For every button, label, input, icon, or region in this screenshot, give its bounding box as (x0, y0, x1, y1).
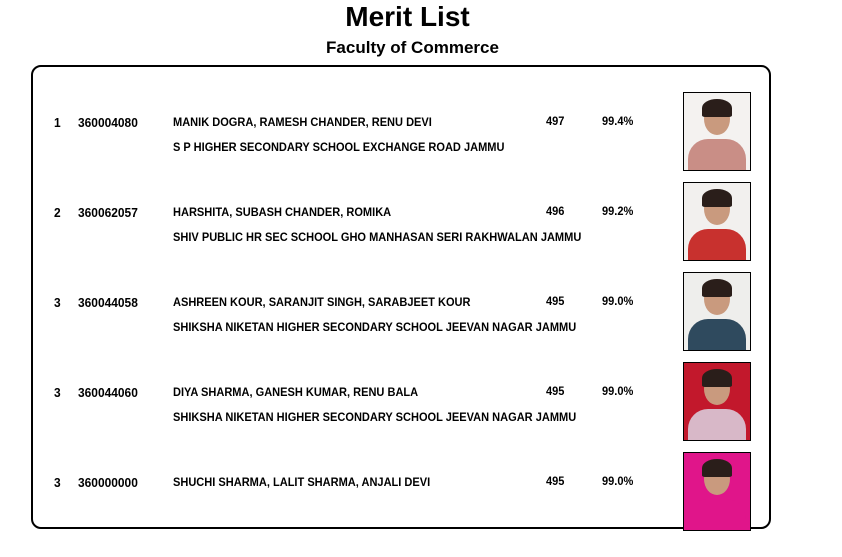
roll-number: 360044058 (78, 295, 138, 310)
student-name: SHUCHI SHARMA, LALIT SHARMA, ANJALI DEVI (173, 475, 431, 489)
merit-list-row: 2 360062057 HARSHITA, SUBASH CHANDER, ROMI… (0, 182, 842, 287)
marks-obtained: 496 (546, 204, 565, 218)
student-photo (683, 452, 751, 531)
merit-list-row: 1 360004080 MANIK DOGRA, RAMESH CHANDER, R… (0, 92, 842, 197)
marks-obtained: 495 (546, 294, 565, 308)
student-photo (683, 182, 751, 261)
roll-number: 360062057 (78, 205, 138, 220)
student-name: HARSHITA, SUBASH CHANDER, ROMIKA (173, 205, 392, 219)
merit-list-row: 3 360000000 SHUCHI SHARMA, LALIT SHARMA, A… (0, 452, 842, 557)
student-photo (683, 362, 751, 441)
rank-number: 3 (54, 295, 61, 310)
percentage: 99.2% (602, 204, 634, 218)
marks-obtained: 495 (546, 384, 565, 398)
percentage: 99.4% (602, 114, 634, 128)
rank-number: 1 (54, 115, 61, 130)
rank-number: 2 (54, 205, 61, 220)
student-name: ASHREEN KOUR, SARANJIT SINGH, SARABJEET … (173, 295, 471, 309)
school-name: SHIKSHA NIKETAN HIGHER SECONDARY SCHOOL … (173, 410, 577, 424)
rank-number: 3 (54, 475, 61, 490)
roll-number: 360004080 (78, 115, 138, 130)
school-name: SHIKSHA NIKETAN HIGHER SECONDARY SCHOOL … (173, 320, 577, 334)
percentage: 99.0% (602, 474, 634, 488)
student-photo (683, 272, 751, 351)
student-photo (683, 92, 751, 171)
student-name: MANIK DOGRA, RAMESH CHANDER, RENU DEVI (173, 115, 432, 129)
rank-number: 3 (54, 385, 61, 400)
merit-list-row: 3 360044058 ASHREEN KOUR, SARANJIT SINGH, … (0, 272, 842, 377)
percentage: 99.0% (602, 294, 634, 308)
roll-number: 360044060 (78, 385, 138, 400)
merit-list-row: 3 360044060 DIYA SHARMA, GANESH KUMAR, REN… (0, 362, 842, 467)
marks-obtained: 495 (546, 474, 565, 488)
student-name: DIYA SHARMA, GANESH KUMAR, RENU BALA (173, 385, 419, 399)
page-subtitle: Faculty of Commerce (326, 38, 499, 57)
school-name: S P HIGHER SECONDARY SCHOOL EXCHANGE ROA… (173, 140, 505, 154)
school-name: SHIV PUBLIC HR SEC SCHOOL GHO MANHASAN S… (173, 230, 582, 244)
roll-number: 360000000 (78, 475, 138, 490)
page-title: Merit List (345, 1, 470, 32)
percentage: 99.0% (602, 384, 634, 398)
marks-obtained: 497 (546, 114, 565, 128)
